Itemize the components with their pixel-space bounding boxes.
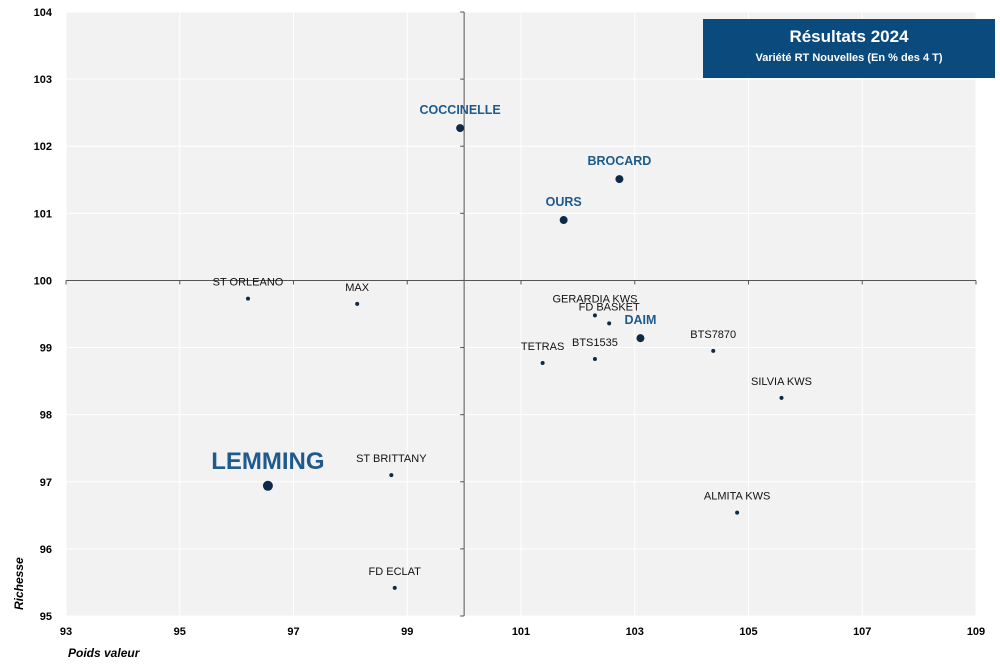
x-axis-title: Poids valeur <box>68 646 141 660</box>
data-point <box>636 334 645 343</box>
point-label: BTS7870 <box>690 329 736 341</box>
data-point <box>355 301 360 306</box>
data-point <box>711 348 716 353</box>
data-point <box>735 510 740 515</box>
tick-labels: 93 95 97 99 101 103 105 107 109 95 96 97 98 99 100 101 1… <box>34 7 986 638</box>
point-label: COCCINELLE <box>420 103 501 117</box>
y-tick-label: 95 <box>40 611 52 623</box>
data-points: COCCINELLE BROCARD OURS DAIM LEMMING ST ORLEA… <box>211 103 812 590</box>
point-label: GERARDIA KWS <box>552 293 637 305</box>
data-point <box>456 124 465 133</box>
point-label: FD ECLAT <box>369 566 422 578</box>
y-tick-label: 99 <box>40 343 52 355</box>
y-tick-label: 100 <box>34 275 52 287</box>
data-point <box>246 296 250 301</box>
x-tick-label: 101 <box>512 626 530 638</box>
chart-subtitle: Variété RT Nouvelles (En % des 4 T) <box>755 52 943 64</box>
point-label: OURS <box>546 195 582 209</box>
data-point <box>262 480 273 491</box>
point-label: TETRAS <box>521 341 564 353</box>
data-point <box>389 473 394 478</box>
x-tick-label: 105 <box>739 626 757 638</box>
y-tick-label: 104 <box>34 7 53 19</box>
x-tick-label: 99 <box>401 626 413 638</box>
x-tick-label: 103 <box>626 626 644 638</box>
point-label: FD BASKET <box>579 301 640 313</box>
point-label: LEMMING <box>211 448 324 475</box>
x-tick-label: 97 <box>287 626 299 638</box>
point-label: SILVIA KWS <box>751 376 812 388</box>
x-tick-label: 109 <box>967 626 985 638</box>
y-tick-label: 103 <box>34 74 52 86</box>
data-point <box>615 175 624 184</box>
point-label: ST ORLEANO <box>213 277 284 289</box>
y-tick-label: 96 <box>40 544 52 556</box>
x-tick-label: 95 <box>174 626 186 638</box>
point-label: ALMITA KWS <box>704 491 770 503</box>
data-point <box>392 585 397 590</box>
y-tick-label: 102 <box>34 141 52 153</box>
data-point <box>540 360 545 365</box>
chart-title: Résultats 2024 <box>789 27 909 46</box>
data-point <box>592 356 597 361</box>
data-point <box>779 395 784 400</box>
y-tick-label: 97 <box>40 477 52 489</box>
center-axes <box>65 11 977 617</box>
data-point <box>559 216 568 225</box>
y-tick-label: 101 <box>34 208 52 220</box>
point-label: DAIM <box>624 313 656 327</box>
y-axis-title: Richesse <box>12 557 26 610</box>
point-label: BROCARD <box>587 154 651 168</box>
data-point <box>592 313 597 318</box>
x-tick-label: 93 <box>60 626 72 638</box>
point-label: ST BRITTANY <box>356 453 427 465</box>
x-tick-label: 107 <box>853 626 871 638</box>
chart-title-box: Résultats 2024 Variété RT Nouvelles (En … <box>703 19 995 78</box>
point-label: MAX <box>345 282 370 294</box>
data-point <box>607 321 612 326</box>
point-label: BTS1535 <box>572 337 618 349</box>
y-tick-label: 98 <box>40 410 52 422</box>
